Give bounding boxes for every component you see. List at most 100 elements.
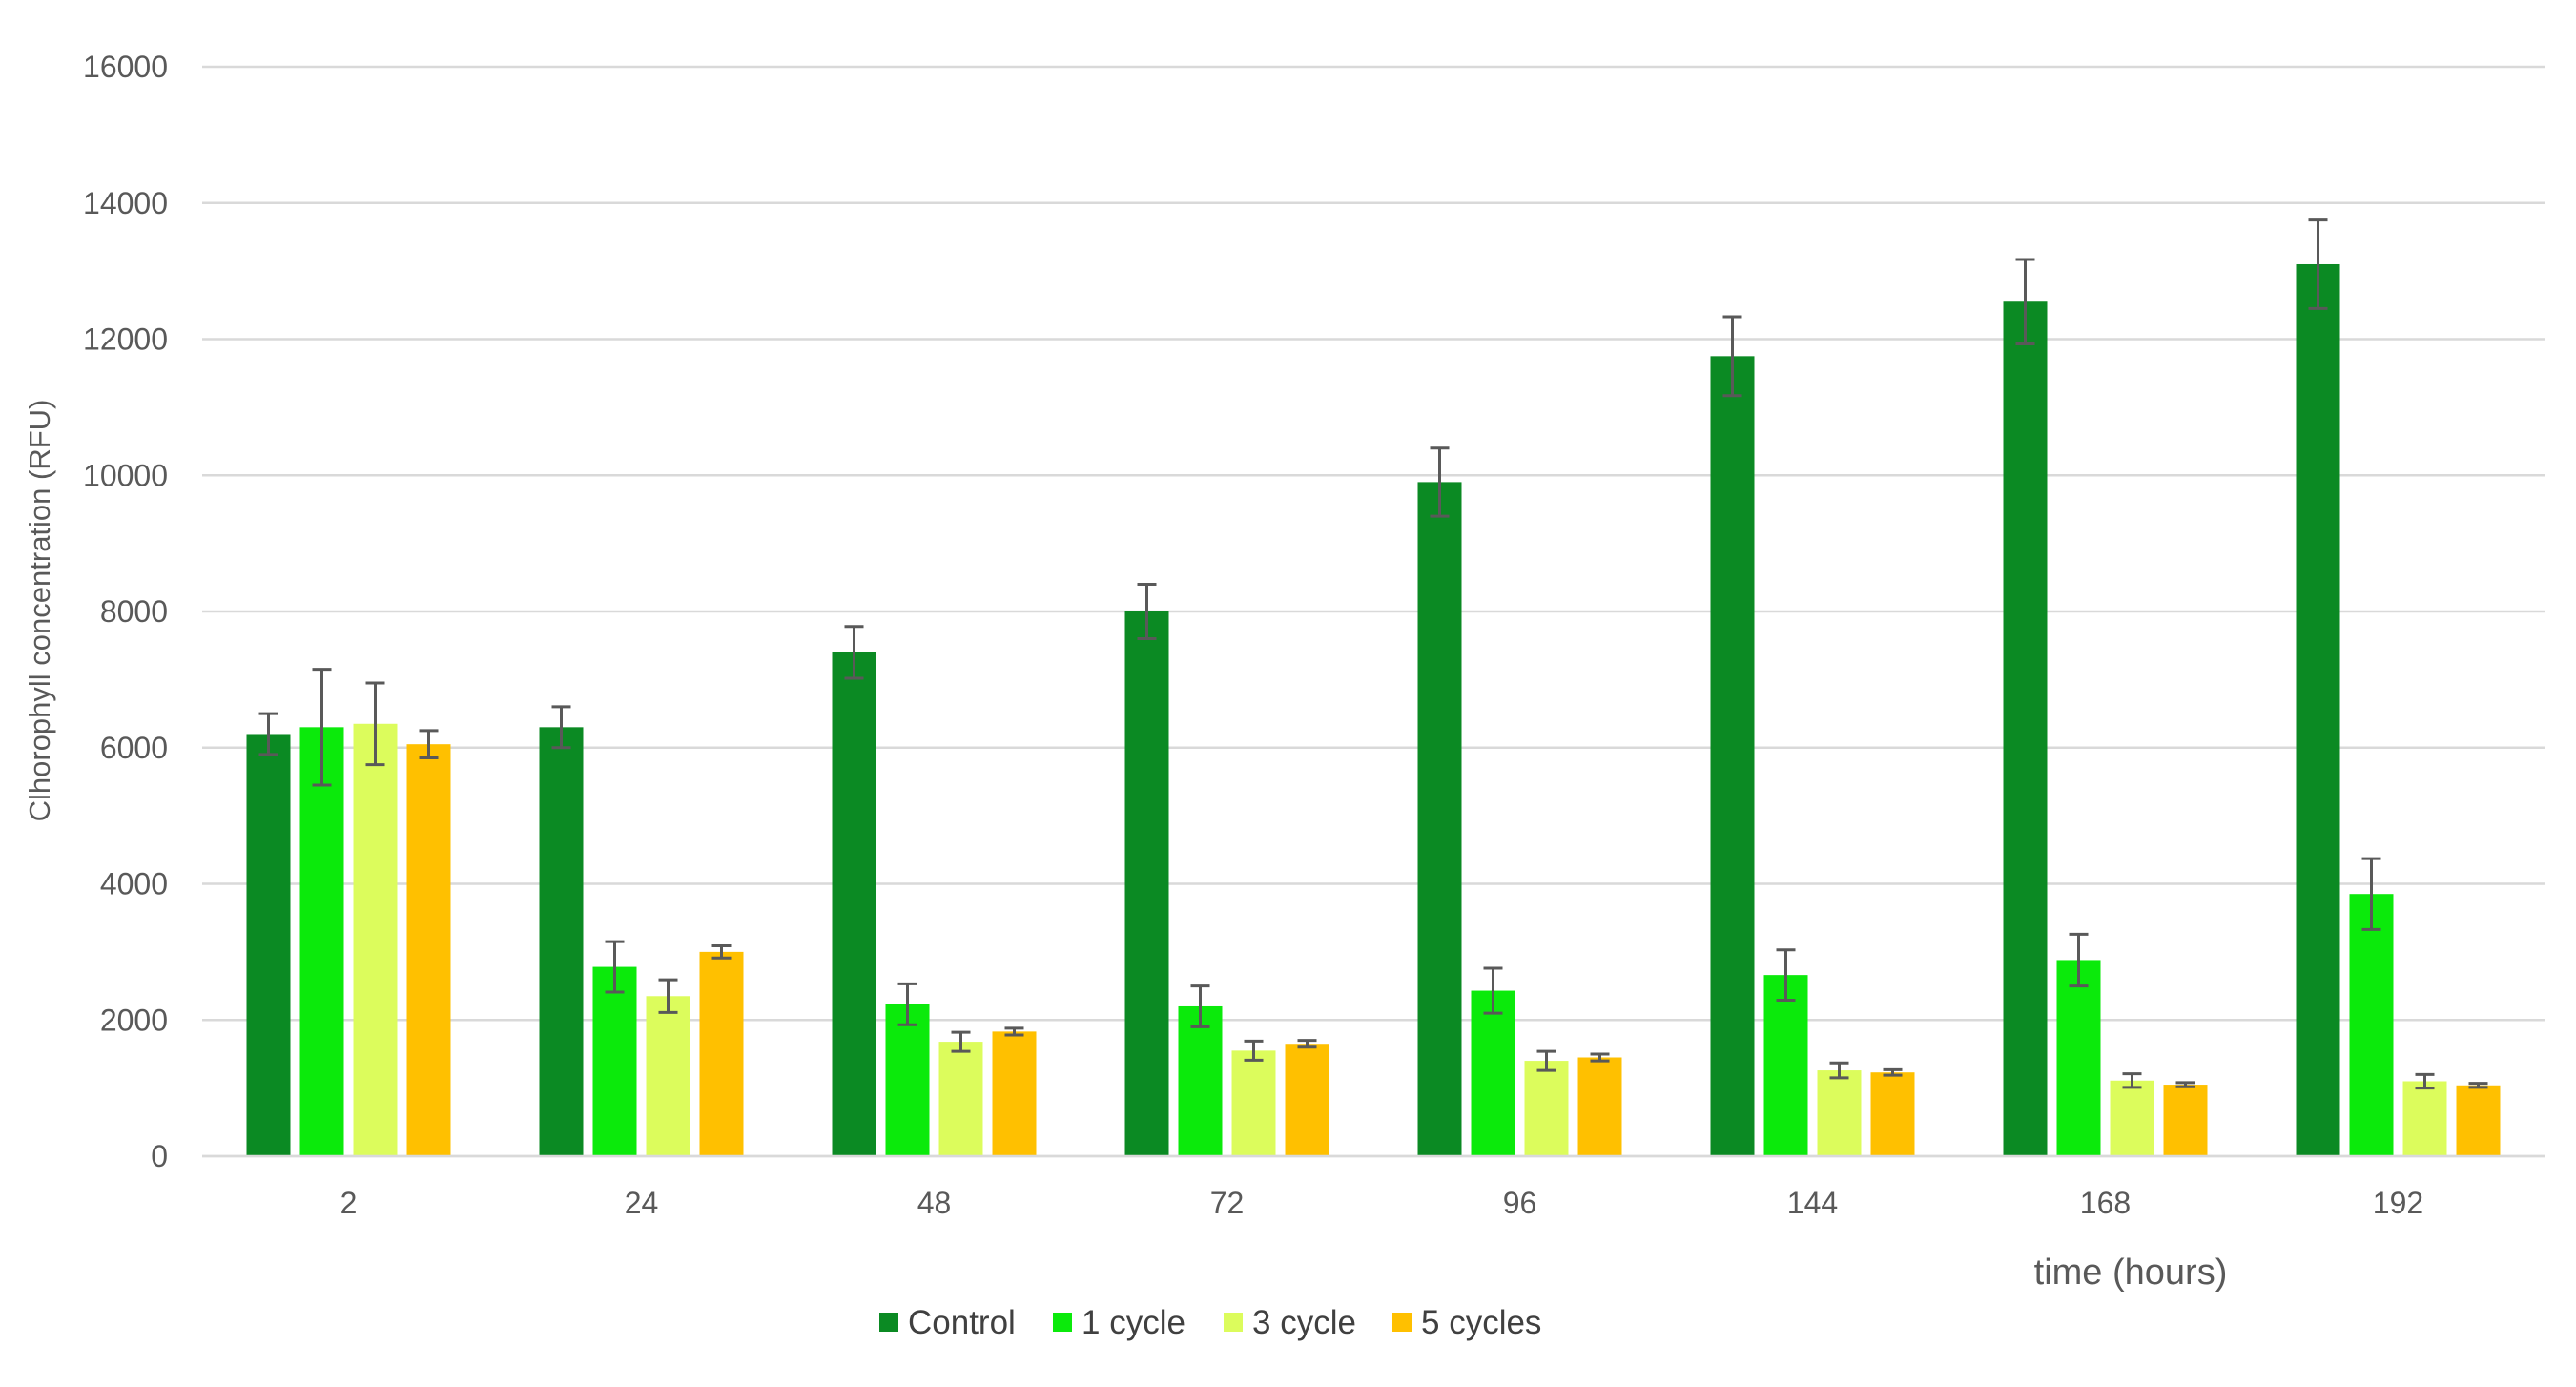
bar-5-cycles-144: [1870, 1072, 1915, 1156]
bar-3-cycle-2: [353, 723, 398, 1156]
x-tick-label: 168: [2080, 1186, 2131, 1220]
bar-3-cycle-192: [2402, 1081, 2447, 1156]
error-bar: [312, 668, 332, 787]
x-tick-label: 24: [625, 1186, 659, 1220]
error-bar: [1137, 582, 1157, 641]
bar-3-cycle-24: [646, 996, 690, 1156]
error-bar: [2175, 1081, 2195, 1088]
legend-label: 3 cycle: [1252, 1304, 1356, 1341]
error-bar: [1483, 966, 1503, 1015]
y-tick-label: 14000: [83, 186, 168, 220]
legend-item-control: Control: [879, 1304, 1016, 1341]
bar-control-144: [1710, 356, 1755, 1156]
legend-swatch: [1053, 1313, 1072, 1332]
error-bar: [711, 943, 732, 960]
bar-control-2: [246, 734, 291, 1156]
error-bar: [2308, 218, 2328, 310]
bars: [246, 263, 2501, 1156]
x-axis-title: time (hours): [2034, 1252, 2228, 1293]
error-bar: [1590, 1052, 1610, 1063]
y-tick-label: 16000: [83, 50, 168, 84]
bar-3-cycle-168: [2110, 1080, 2154, 1156]
bar-control-168: [2003, 301, 2048, 1156]
y-tick-label: 4000: [100, 867, 168, 901]
bar-control-192: [2296, 263, 2340, 1156]
error-bar: [365, 681, 385, 767]
error-bar: [1883, 1067, 1903, 1077]
bar-5-cycles-168: [2163, 1085, 2208, 1156]
legend-swatch: [1224, 1313, 1243, 1332]
bar-1-cycle-168: [2056, 960, 2101, 1156]
y-axis-ticks: 0 2000 4000 6000 8000 10000 12000 14000 16000: [83, 50, 168, 1173]
error-bar: [2415, 1072, 2435, 1090]
x-tick-label: 2: [340, 1186, 358, 1220]
bar-3-cycle-96: [1524, 1061, 1569, 1156]
legend-label: 1 cycle: [1082, 1304, 1185, 1341]
error-bar: [2015, 258, 2035, 345]
bar-3-cycle-72: [1231, 1050, 1276, 1156]
y-tick-label: 0: [151, 1139, 168, 1173]
bar-1-cycle-72: [1178, 1005, 1223, 1156]
error-bar: [2069, 932, 2089, 988]
legend: Control 1 cycle 3 cycle 5 cycles: [879, 1304, 1541, 1341]
error-bar: [2122, 1072, 2142, 1089]
gridlines: [202, 65, 2545, 1158]
error-bar: [1776, 948, 1796, 1003]
legend-item-1-cycle: 1 cycle: [1053, 1304, 1185, 1341]
error-bar: [605, 940, 625, 994]
error-bar: [844, 625, 864, 680]
error-bar: [658, 978, 678, 1014]
error-bar: [1004, 1026, 1024, 1037]
error-bar: [419, 729, 439, 759]
y-tick-label: 8000: [100, 594, 168, 629]
error-bar: [551, 705, 571, 750]
error-bar: [951, 1030, 971, 1053]
error-bar: [1829, 1061, 1849, 1080]
bar-1-cycle-96: [1471, 990, 1515, 1156]
error-bar: [258, 712, 278, 756]
bar-3-cycle-48: [938, 1042, 983, 1156]
error-bar: [1722, 315, 1742, 398]
bar-5-cycles-72: [1285, 1044, 1329, 1156]
bar-5-cycles-192: [2456, 1085, 2501, 1156]
bar-5-cycles-48: [992, 1031, 1037, 1156]
error-bar: [1536, 1049, 1556, 1072]
x-tick-label: 192: [2373, 1186, 2423, 1220]
error-bar: [2361, 857, 2381, 931]
legend-item-3-cycle: 3 cycle: [1224, 1304, 1356, 1341]
x-tick-label: 72: [1210, 1186, 1245, 1220]
y-axis-title: Clhorophyll concentration (RFU): [23, 400, 56, 822]
x-tick-label: 96: [1503, 1186, 1537, 1220]
x-axis-ticks: 2 24 48 72 96 144 168 192: [202, 1154, 2545, 1220]
error-bar: [1430, 446, 1450, 518]
legend-swatch: [1392, 1313, 1412, 1332]
error-bar: [1244, 1039, 1264, 1062]
legend-label: 5 cycles: [1421, 1304, 1541, 1341]
bar-5-cycles-24: [699, 951, 744, 1156]
bar-control-72: [1124, 611, 1169, 1156]
bar-1-cycle-144: [1763, 975, 1808, 1156]
y-tick-label: 2000: [100, 1003, 168, 1037]
bar-3-cycle-144: [1817, 1070, 1862, 1156]
error-bar: [1297, 1039, 1317, 1049]
error-bar: [2468, 1082, 2488, 1089]
bar-5-cycles-96: [1577, 1057, 1622, 1156]
bar-1-cycle-48: [885, 1004, 930, 1156]
y-tick-label: 10000: [83, 458, 168, 492]
bar-control-48: [832, 652, 876, 1156]
bar-control-96: [1417, 482, 1462, 1156]
legend-swatch: [879, 1313, 898, 1332]
bar-5-cycles-2: [406, 744, 451, 1156]
y-tick-label: 12000: [83, 322, 168, 357]
x-tick-label: 144: [1787, 1186, 1838, 1220]
error-bar: [897, 982, 917, 1026]
bar-1-cycle-2: [299, 727, 344, 1156]
bar-1-cycle-24: [592, 966, 637, 1156]
error-bar: [1190, 984, 1210, 1028]
x-tick-label: 48: [917, 1186, 952, 1220]
error-bars: [258, 218, 2488, 1090]
y-tick-label: 6000: [100, 731, 168, 765]
bar-control-24: [539, 727, 584, 1156]
